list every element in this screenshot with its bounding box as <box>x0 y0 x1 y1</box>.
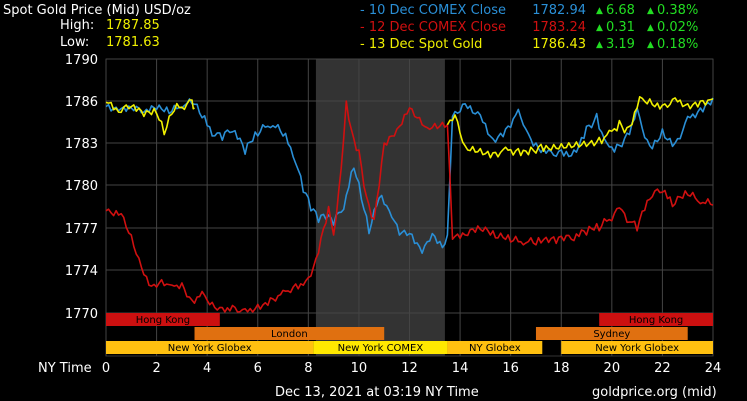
high-value: 1787.85 <box>106 18 160 33</box>
session-label: New York Globex <box>595 343 679 354</box>
session-bar <box>447 341 543 354</box>
legend-label: - 13 Dec Spot Gold <box>360 37 482 52</box>
x-tick-label: 16 <box>502 361 519 376</box>
up-arrow-icon: ▲ <box>647 23 654 33</box>
session-bar <box>561 341 713 354</box>
y-tick-label: 1770 <box>65 307 98 322</box>
legend-change: 3.19 <box>606 37 635 52</box>
x-tick-label: 20 <box>604 361 621 376</box>
high-label: High: <box>60 18 94 33</box>
up-arrow-icon: ▲ <box>647 40 654 50</box>
x-tick-labels: 0 2 4 6 8 10 12 14 16 18 20 22 24 <box>102 361 721 376</box>
x-tick-label: 14 <box>452 361 469 376</box>
y-tick-label: 1783 <box>65 137 98 152</box>
session-label: New York COMEX <box>338 343 424 354</box>
session-label: Sydney <box>593 329 630 340</box>
legend-change: 0.31 <box>606 20 635 35</box>
shaded-comex-session <box>315 59 445 356</box>
session-bar <box>106 313 220 326</box>
x-tick-label: 6 <box>254 361 262 376</box>
source-label: goldprice.org (mid) <box>592 385 717 400</box>
x-tick-label: 10 <box>351 361 368 376</box>
chart-title: Spot Gold Price (Mid) USD/oz <box>3 3 191 18</box>
legend-change: 6.68 <box>606 3 635 18</box>
y-tick-labels: 1770 1774 1777 1780 1783 1786 1790 <box>65 53 98 322</box>
x-tick-label: 2 <box>152 361 160 376</box>
session-label: NY Globex <box>469 343 521 354</box>
up-arrow-icon: ▲ <box>596 6 603 16</box>
legend-pct: 0.02% <box>657 20 698 35</box>
trading-sessions: Hong Kong Hong Kong London Sydney New York G… <box>106 313 713 354</box>
session-label: New York Globex <box>168 343 252 354</box>
legend-label: - 10 Dec COMEX Close <box>360 3 506 18</box>
session-bar <box>194 327 385 340</box>
legend: - 10 Dec COMEX Close 1782.94 ▲ 6.68 ▲ 0.38%- … <box>360 3 698 52</box>
session-label: Hong Kong <box>136 315 190 326</box>
up-arrow-icon: ▲ <box>596 23 603 33</box>
series-line-3 <box>446 96 714 159</box>
x-tick-label: 24 <box>705 361 722 376</box>
low-value: 1781.63 <box>106 35 160 50</box>
x-tick-label: 8 <box>304 361 312 376</box>
session-label: London <box>271 329 308 340</box>
up-arrow-icon: ▲ <box>647 6 654 16</box>
session-bar <box>106 341 314 354</box>
legend-price: 1782.94 <box>532 3 586 18</box>
legend-pct: 0.38% <box>657 3 698 18</box>
timestamp: Dec 13, 2021 at 03:19 NY Time <box>275 385 479 400</box>
session-label: Hong Kong <box>629 315 683 326</box>
x-tick-label: 12 <box>401 361 418 376</box>
x-tick-label: 0 <box>102 361 110 376</box>
session-bar <box>535 327 688 340</box>
legend-price: 1783.24 <box>532 20 586 35</box>
legend-price: 1786.43 <box>532 37 586 52</box>
series-lines <box>105 96 714 313</box>
series-line-2 <box>105 100 714 313</box>
legend-label: - 12 Dec COMEX Close <box>360 20 506 35</box>
legend-pct: 0.18% <box>657 37 698 52</box>
y-tick-label: 1774 <box>65 264 98 279</box>
session-bar <box>313 341 448 354</box>
y-tick-label: 1780 <box>65 179 98 194</box>
y-tick-label: 1777 <box>65 222 98 237</box>
y-tick-label: 1786 <box>65 95 98 110</box>
low-label: Low: <box>60 35 89 50</box>
x-axis-title: NY Time <box>38 361 92 376</box>
x-tick-label: 4 <box>203 361 211 376</box>
series-line-3 <box>105 99 195 136</box>
series-line-1 <box>105 97 714 254</box>
x-tick-label: 22 <box>654 361 671 376</box>
x-tick-label: 18 <box>553 361 570 376</box>
up-arrow-icon: ▲ <box>596 40 603 50</box>
y-tick-label: 1790 <box>65 53 98 68</box>
session-bar <box>599 313 713 326</box>
